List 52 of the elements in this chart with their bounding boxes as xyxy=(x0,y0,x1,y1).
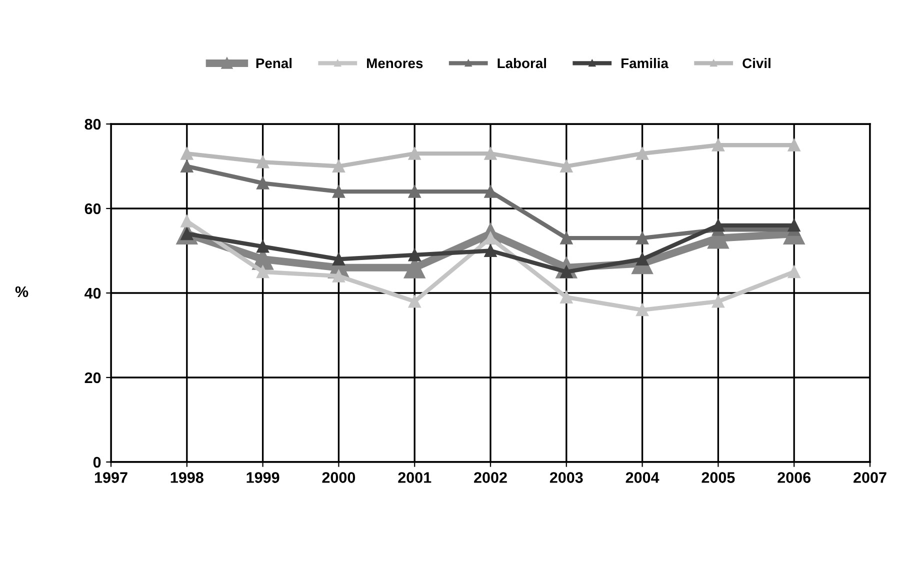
point xyxy=(560,232,573,244)
point xyxy=(636,232,649,244)
x-tick-label: 2005 xyxy=(702,472,735,483)
x-tick-label: 2003 xyxy=(550,472,583,483)
legend-label: Civil xyxy=(742,58,770,68)
point xyxy=(636,304,649,316)
point xyxy=(484,185,497,198)
point xyxy=(636,147,649,160)
point xyxy=(712,219,724,232)
point xyxy=(712,138,724,152)
x-tick-label: 2001 xyxy=(398,472,432,483)
point xyxy=(788,138,800,152)
point xyxy=(256,176,270,190)
point xyxy=(484,147,497,160)
point xyxy=(560,290,573,304)
point xyxy=(256,266,270,278)
y-tick-label: 60 xyxy=(84,203,101,214)
x-tick-label: 2006 xyxy=(778,472,811,483)
point xyxy=(408,185,421,198)
y-tick-label: 20 xyxy=(84,372,101,384)
legend-label: Laboral xyxy=(498,58,546,68)
point xyxy=(332,185,345,198)
point xyxy=(484,244,497,257)
point xyxy=(332,252,345,266)
x-tick-label: 1999 xyxy=(246,472,280,483)
point xyxy=(256,156,270,168)
x-tick-label: 1998 xyxy=(170,472,204,483)
point xyxy=(332,160,345,172)
legend-label: Menores xyxy=(367,58,423,68)
x-tick-label: 2002 xyxy=(474,472,507,483)
point xyxy=(408,295,421,308)
x-tick-label: 2000 xyxy=(322,472,356,483)
point xyxy=(788,266,800,278)
y-tick-label: 80 xyxy=(84,118,101,130)
x-tick-label: 2004 xyxy=(626,472,660,483)
legend-label: Familia xyxy=(622,58,669,68)
point xyxy=(560,160,573,172)
legend-label: Penal xyxy=(256,58,292,68)
x-tick-label: 2007 xyxy=(854,472,886,483)
point xyxy=(332,270,345,282)
point xyxy=(788,219,800,232)
point xyxy=(256,240,270,253)
point xyxy=(408,248,421,262)
point xyxy=(712,295,724,308)
point xyxy=(180,214,194,228)
point xyxy=(408,147,421,160)
y-tick-label: 40 xyxy=(84,288,101,299)
x-tick-label: 1997 xyxy=(94,472,128,483)
y-axis-title: % xyxy=(15,286,28,298)
y-tick-label: 0 xyxy=(93,456,101,468)
point xyxy=(180,160,194,172)
point xyxy=(180,147,194,160)
